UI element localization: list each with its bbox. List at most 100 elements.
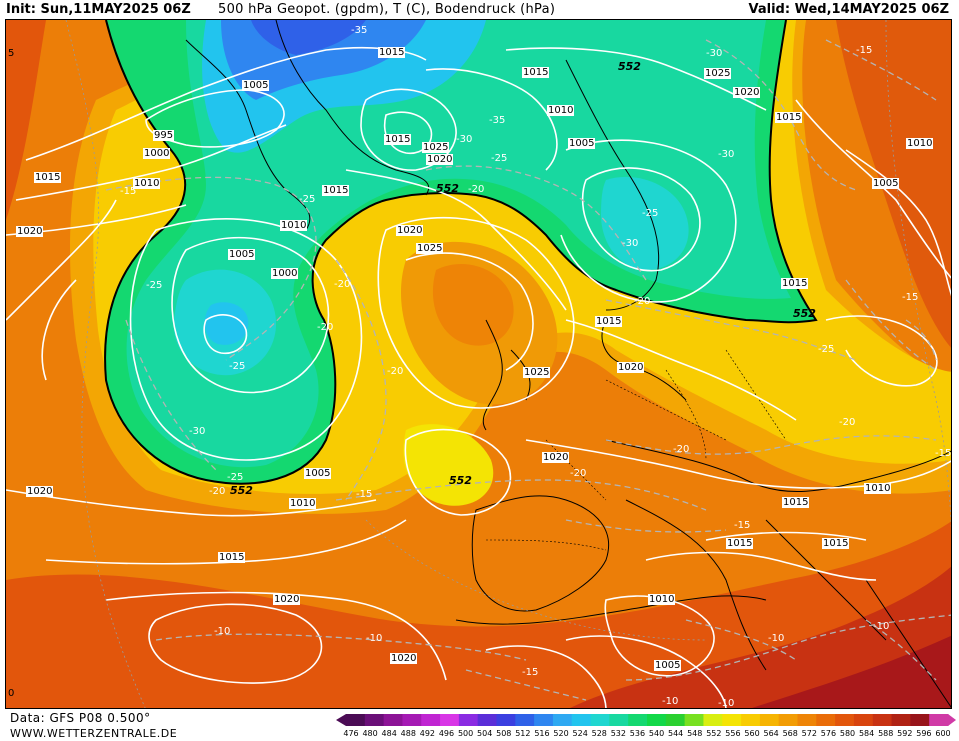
- pressure-label: 1015: [822, 538, 850, 549]
- colorbar-tick-label: 600: [935, 729, 951, 738]
- colorbar-tick-label: 552: [706, 729, 722, 738]
- field-core-520: [251, 20, 366, 55]
- field-band-592: [752, 635, 951, 708]
- map-fields: [6, 20, 951, 708]
- colorbar-tick-label: 536: [629, 729, 646, 738]
- colorbar-swatch: [609, 714, 629, 726]
- colorbar-swatch: [684, 714, 704, 726]
- geopotential-label: 552: [618, 60, 641, 73]
- colorbar-tick-label: 488: [400, 729, 416, 738]
- pressure-label: 1025: [704, 68, 732, 79]
- colorbar-tick-label: 484: [381, 729, 397, 738]
- colorbar-swatch: [590, 714, 610, 726]
- pressure-label: 1025: [422, 142, 450, 153]
- colorbar-swatch: [853, 714, 874, 726]
- colorbar-swatch: [552, 714, 573, 726]
- colorbar-swatch: [647, 714, 667, 726]
- temperature-label: -15: [856, 45, 873, 56]
- field-scandi-core: [601, 176, 689, 270]
- colorbar-tick-label: 580: [839, 729, 856, 738]
- pressure-label: 1015: [522, 67, 550, 78]
- colorbar-swatch: [477, 714, 497, 726]
- pressure-label: 1015: [782, 497, 810, 508]
- colorbar-tick-label: 504: [477, 729, 493, 738]
- colorbar-arrow-left: [336, 714, 346, 726]
- colorbar-swatch: [515, 714, 535, 726]
- colorbar-tick-label: 516: [534, 729, 550, 738]
- pressure-label: 1005: [872, 178, 900, 189]
- pressure-label: 1005: [242, 80, 270, 91]
- colorbar-tick-label: 540: [648, 729, 665, 738]
- coastlines: [185, 20, 951, 708]
- pressure-label: 1025: [416, 243, 444, 254]
- temperature-label: -30: [706, 48, 723, 59]
- pressure-label: 1005: [304, 468, 332, 479]
- temperature-label: -20: [209, 486, 226, 497]
- colorbar-tick-label: 492: [419, 729, 436, 738]
- field-band-588: [570, 566, 951, 708]
- temperature-label: -20: [468, 184, 485, 195]
- colorbar-swatch: [872, 714, 893, 726]
- colorbar-swatch: [929, 714, 949, 726]
- temperature-label: -25: [227, 472, 244, 483]
- geopotential-label: 552: [230, 484, 253, 497]
- isobars: [6, 46, 951, 708]
- pressure-label: 1020: [426, 154, 454, 165]
- temperature-label: -25: [299, 194, 316, 205]
- pressure-label: 1010: [547, 105, 575, 116]
- colorbar-swatch: [759, 714, 780, 726]
- colorbar-swatch: [778, 714, 798, 726]
- pressure-label: 1015: [322, 185, 350, 196]
- temperature-label: -10: [662, 696, 679, 707]
- temperature-label: -15: [902, 292, 919, 303]
- colorbar-tick-label: 532: [610, 729, 626, 738]
- pressure-label: 1025: [523, 367, 551, 378]
- website-url: WWW.WETTERZENTRALE.DE: [10, 727, 178, 740]
- temperature-label: -20: [317, 322, 334, 333]
- geopotential-label: 552: [449, 474, 472, 487]
- temperature-label: -35: [351, 25, 368, 36]
- colorbar-swatch: [891, 714, 911, 726]
- temperature-label: -25: [818, 344, 835, 355]
- temperature-label: -30: [718, 149, 735, 160]
- temperature-label: -30: [456, 134, 473, 145]
- colorbar-ticks: 476 480 484 488 492 496 500 504 508 512 516 520 524 5…: [343, 729, 950, 741]
- pressure-label: 1010: [280, 220, 308, 231]
- colorbar-tick-label: 508: [496, 729, 512, 738]
- field-iberia-low: [403, 424, 494, 506]
- chart-header: Init: Sun,11MAY2025 06Z 500 hPa Geopot. …: [0, 0, 959, 19]
- colorbar-swatch: [402, 714, 422, 726]
- data-source: Data: GFS P08 0.500°: [10, 711, 151, 725]
- temperature-lines: [105, 39, 951, 701]
- pressure-label: 1010: [289, 498, 317, 509]
- colorbar-swatch: [383, 714, 403, 726]
- pressure-label: 1015: [775, 112, 803, 123]
- pressure-label: 1020: [16, 226, 44, 237]
- colorbar-tick-label: 544: [668, 729, 684, 738]
- edge-label: 0: [8, 688, 15, 699]
- colorbar-tick-label: 524: [572, 729, 588, 738]
- pressure-label: 1005: [654, 660, 682, 671]
- temperature-label: -15: [734, 520, 751, 531]
- colorbar-tick-label: 572: [801, 729, 817, 738]
- chart-title: 500 hPa Geopot. (gpdm), T (C), Bodendruc…: [218, 2, 556, 17]
- temperature-label: -25: [146, 280, 163, 291]
- temperature-label: -20: [387, 366, 404, 377]
- line-552: [104, 20, 818, 485]
- pressure-label: 1010: [133, 178, 161, 189]
- pressure-label: 1000: [271, 268, 299, 279]
- colorbar-swatch: [421, 714, 441, 726]
- temperature-label: -10: [366, 633, 383, 644]
- colorbar-arrow-right: [948, 714, 956, 726]
- colorbar-swatch: [741, 714, 761, 726]
- temperature-label: -15: [522, 667, 539, 678]
- temperature-label: -25: [229, 361, 246, 372]
- colorbar-swatch: [797, 714, 817, 726]
- field-band-west: [6, 20, 46, 220]
- map-area: 1015 1005 995 1000 1015 1010 1020 1015 1025 1020 1…: [5, 19, 952, 709]
- temperature-label: -20: [634, 296, 651, 307]
- field-high-inner: [432, 264, 514, 346]
- temperature-label: -20: [839, 417, 856, 428]
- colorbar-swatch: [703, 714, 723, 726]
